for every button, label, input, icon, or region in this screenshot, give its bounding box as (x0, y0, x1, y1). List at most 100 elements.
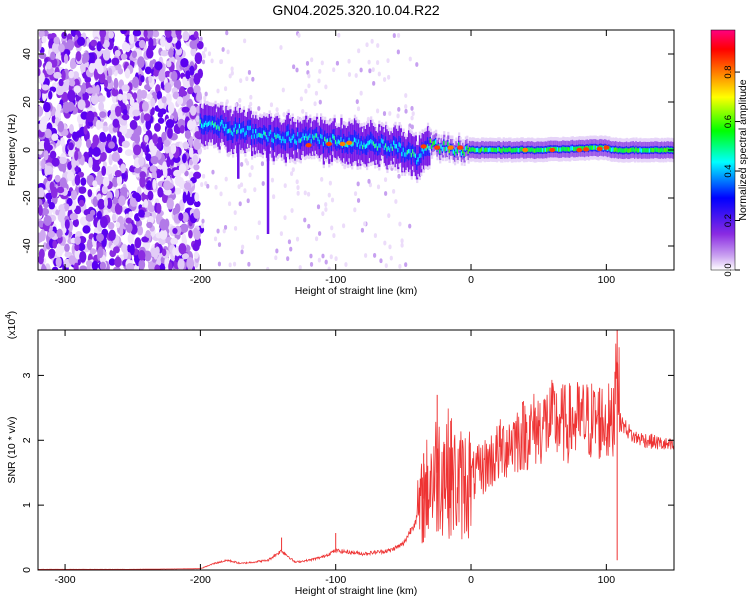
heatmap-ridge (375, 143, 378, 148)
heatmap-cell (90, 39, 98, 47)
heatmap-cell (80, 63, 86, 74)
heatmap-ridge (424, 146, 427, 151)
heatmap-speckle (290, 171, 294, 177)
heatmap-cell (112, 196, 120, 205)
heatmap-ridge (422, 149, 426, 154)
heatmap-cell (129, 96, 135, 107)
heatmap-ridge (292, 134, 296, 139)
heatmap-cell (59, 208, 66, 220)
heatmap-cell (148, 75, 153, 84)
heatmap-cell (138, 250, 146, 261)
heatmap-cell (61, 31, 68, 39)
heatmap-ridge (379, 143, 382, 148)
heatmap-ridge (508, 147, 511, 152)
heatmap-ridge (290, 138, 293, 143)
heatmap-ridge (456, 149, 459, 154)
heatmap-cell (132, 109, 141, 117)
heatmap-cell (41, 207, 50, 216)
heatmap-ridge (202, 124, 205, 129)
heatmap-cell (115, 221, 121, 229)
heatmap-ridge (531, 147, 534, 152)
heatmap-ridge (219, 121, 223, 127)
heatmap-cell (99, 261, 106, 270)
heatmap-speckle (356, 106, 361, 112)
colorbar-tick-label: 0.8 (723, 65, 734, 78)
y-tick-label: 3 (21, 372, 33, 378)
heatmap-cell (146, 221, 153, 229)
heatmap-cell (45, 180, 51, 191)
heatmap-speckle (382, 77, 387, 82)
heatmap-speckle (304, 88, 308, 94)
heatmap-cell (103, 197, 108, 208)
heatmap-ridge (269, 129, 273, 135)
heatmap-ridge (315, 133, 319, 138)
heatmap-speckle (396, 33, 401, 38)
heatmap-ridge (233, 127, 236, 132)
heatmap-cell (163, 180, 172, 191)
heatmap-cell (38, 187, 45, 199)
heatmap-cell (61, 161, 67, 173)
heatmap-cell (56, 228, 63, 238)
heatmap-ridge (284, 139, 288, 144)
heatmap-ridge (512, 148, 515, 153)
heatmap-ridge (621, 148, 624, 153)
heatmap-cell (132, 192, 140, 199)
heatmap-ridge (401, 151, 404, 157)
heatmap-speckle (291, 167, 295, 173)
heatmap-ridge (443, 140, 446, 146)
heatmap-ridge (241, 128, 244, 133)
heatmap-cell (95, 119, 102, 131)
heatmap-cell (177, 258, 185, 270)
heatmap-speckle (376, 43, 380, 48)
heatmap-ridge (264, 131, 267, 137)
heatmap-ridge (242, 127, 246, 133)
heatmap-cell (108, 30, 115, 39)
colorbar-tick-label: 0.0 (723, 263, 734, 276)
heatmap-speckle (286, 256, 290, 262)
heatmap-cell (48, 90, 53, 100)
heatmap-cell (106, 167, 113, 175)
heatmap-ridge (391, 146, 394, 151)
heatmap-ridge (628, 148, 631, 153)
heatmap-cell (99, 216, 108, 229)
heatmap-ridge (581, 146, 584, 151)
heatmap-cell (89, 209, 96, 216)
heatmap-speckle (247, 261, 251, 267)
y-tick-label: 2 (21, 437, 33, 443)
heatmap-ridge (426, 144, 430, 149)
heatmap-ridge (399, 143, 403, 148)
heatmap-cell (193, 31, 199, 39)
heatmap-cell (144, 66, 152, 75)
x-tick-label: 100 (598, 274, 616, 286)
y-tick-label: 0 (21, 147, 33, 153)
heatmap-cell (43, 139, 51, 152)
heatmap-speckle (228, 73, 232, 79)
heatmap-cell (132, 30, 142, 37)
heatmap-ridge (251, 134, 254, 140)
heatmap-cell (111, 88, 119, 97)
y-tick-label: 1 (21, 502, 33, 508)
heatmap-ridge (513, 147, 516, 153)
colorbar: 0.0 0.2 0.4 0.6 0.8 Normalized spectral ampl… (710, 29, 749, 277)
heatmap-speckle (305, 61, 310, 66)
heatmap-speckle (238, 98, 242, 103)
heatmap-speckle (408, 223, 412, 229)
heatmap-ridge (413, 152, 416, 157)
heatmap-cell (141, 236, 149, 243)
heatmap-speckle (363, 221, 367, 227)
heatmap-speckle (244, 158, 248, 163)
heatmap-cell (66, 171, 75, 182)
heatmap-cell (132, 92, 138, 100)
heatmap-ridge (462, 149, 465, 154)
heatmap-cell (116, 174, 123, 187)
heatmap-speckle (355, 99, 359, 105)
heatmap-ridge (295, 140, 298, 145)
snr-frame (37, 329, 675, 571)
heatmap-ridge (475, 147, 478, 153)
heatmap-ridge (283, 138, 286, 144)
heatmap-speckle (342, 223, 346, 229)
heatmap-cell (92, 134, 100, 147)
heatmap-cell (124, 68, 131, 79)
heatmap-speckle (219, 191, 223, 197)
heatmap-speckle (210, 58, 214, 64)
